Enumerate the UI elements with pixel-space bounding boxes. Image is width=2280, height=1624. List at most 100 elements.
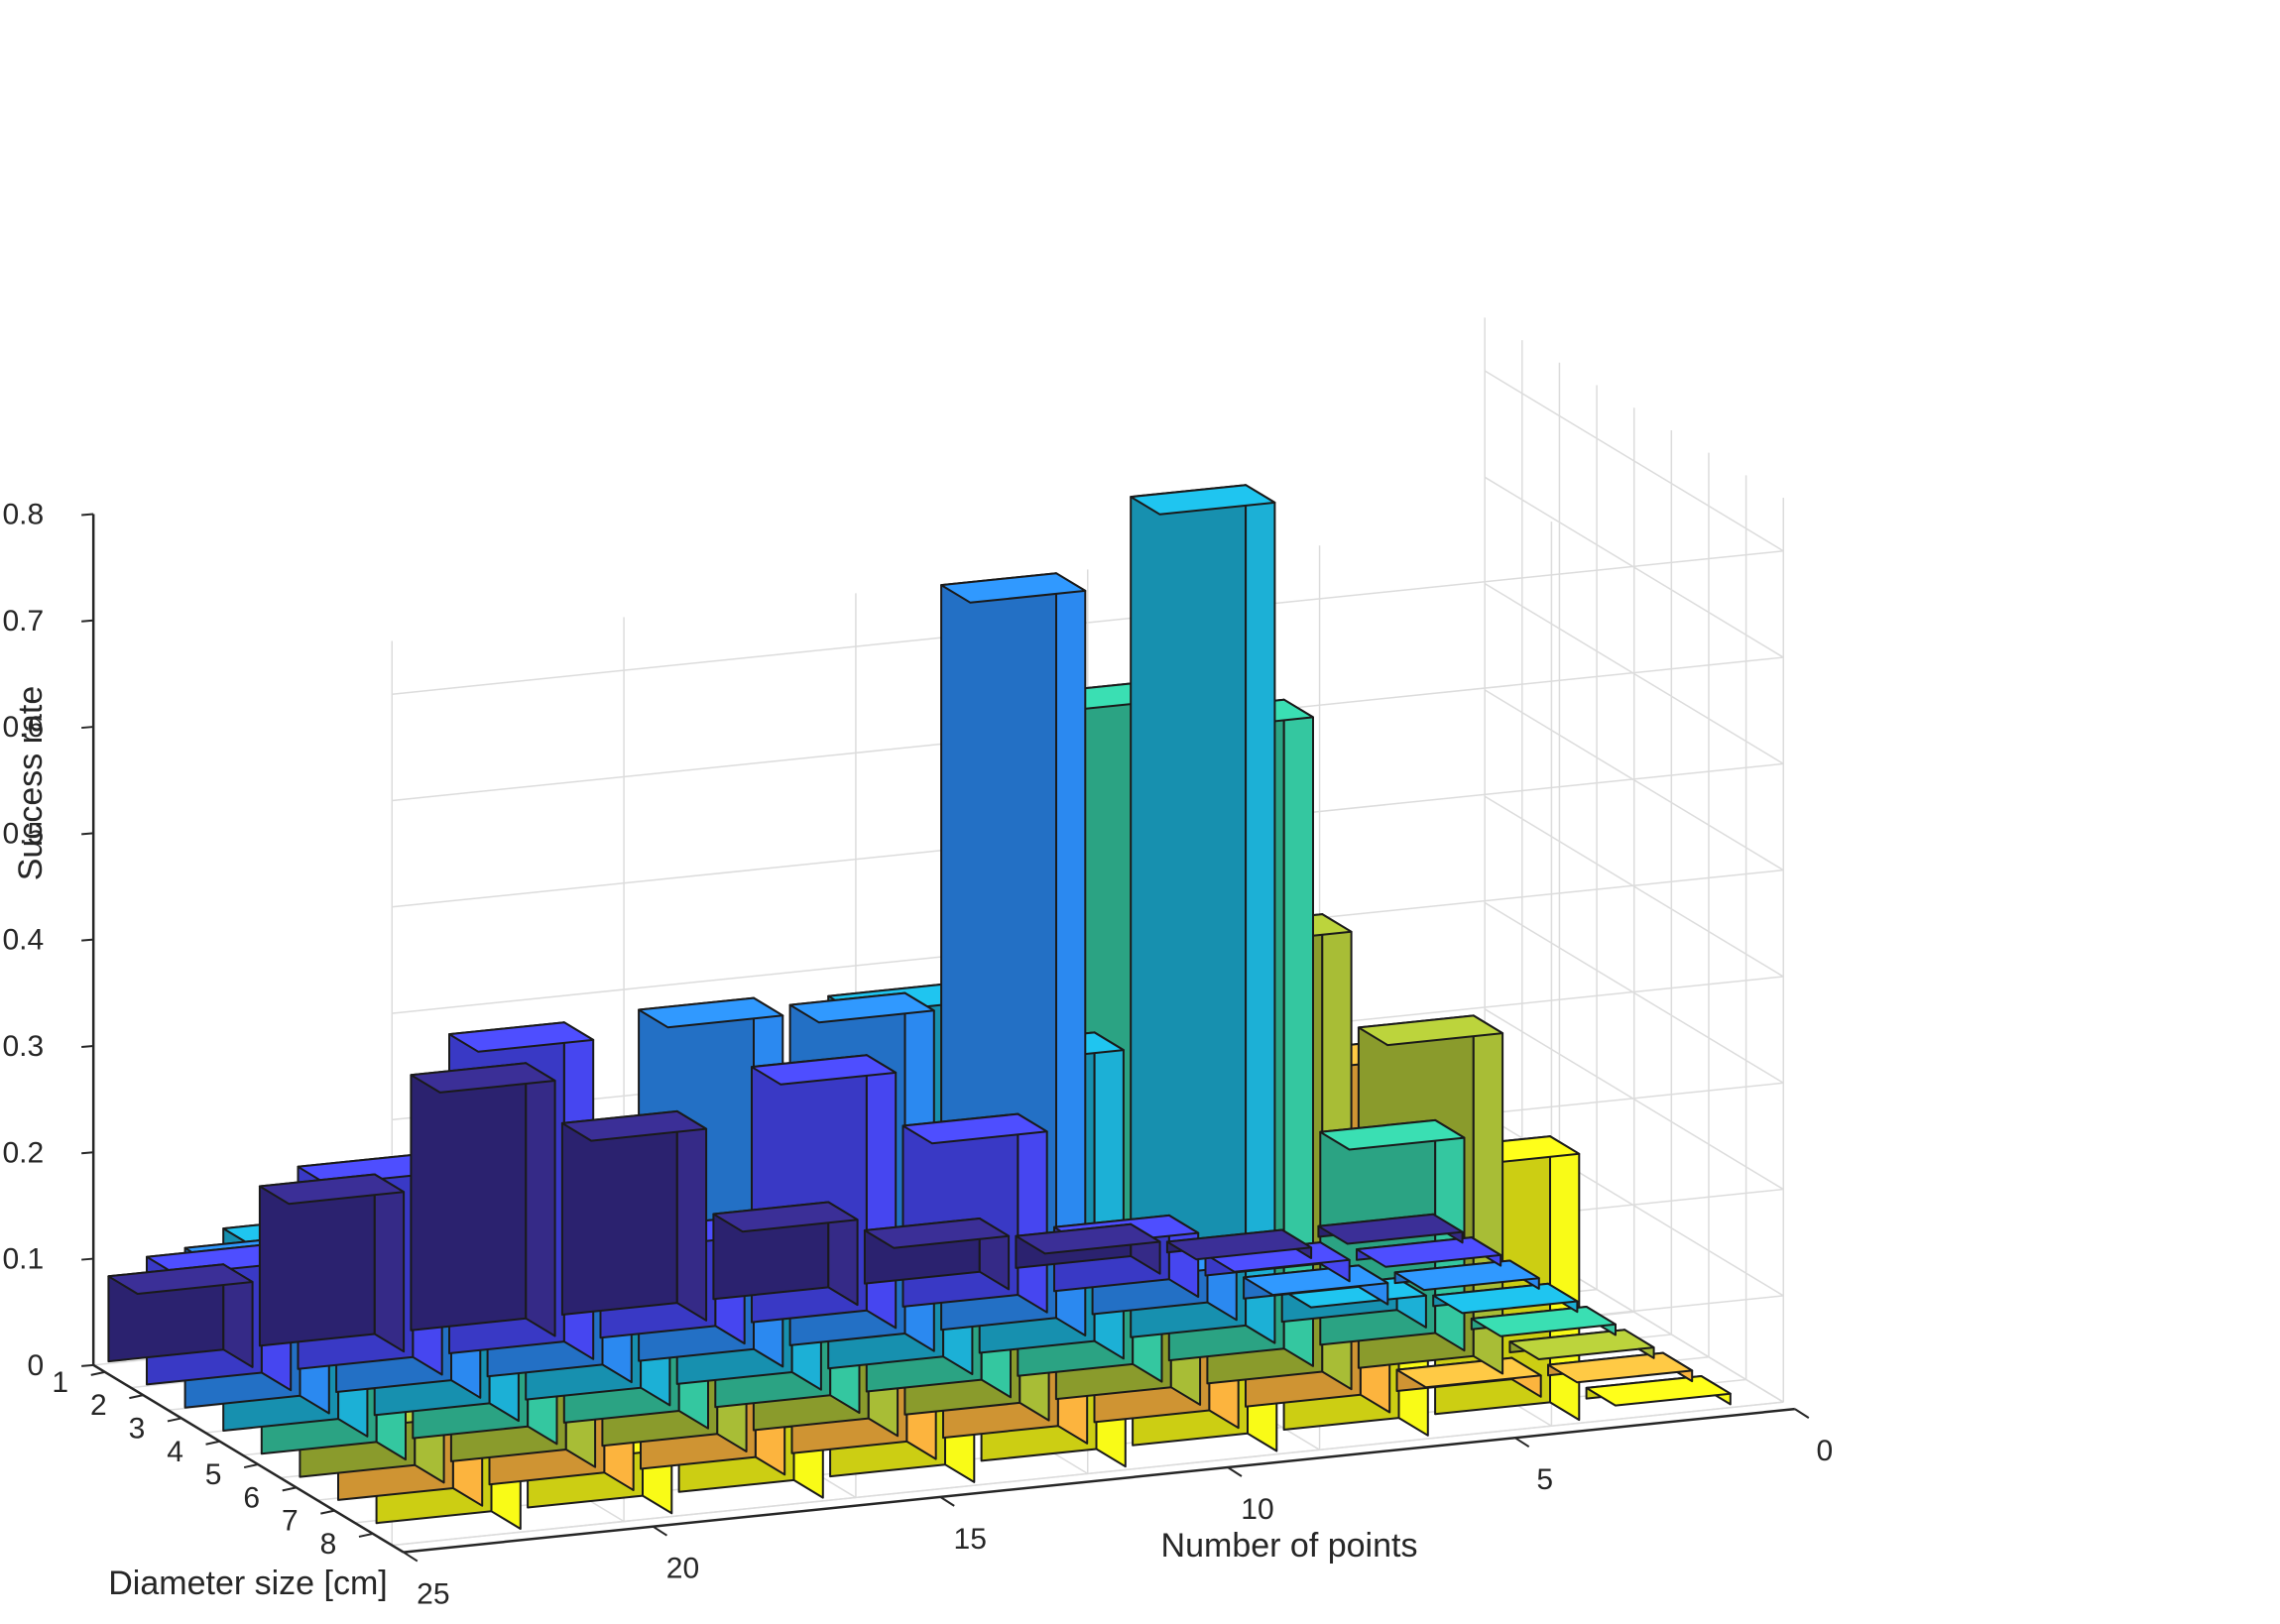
bar-top-face	[901, 1112, 1048, 1145]
bar-front-face	[560, 1109, 678, 1316]
z-tick-label: 0.7	[2, 605, 44, 638]
bar	[1470, 1306, 1617, 1337]
z-tick-mark	[81, 1151, 94, 1155]
z-tick-label: 0.5	[2, 817, 44, 850]
x-tick-mark	[1794, 1408, 1810, 1419]
bars-layer	[107, 484, 1732, 1530]
bar	[1508, 1329, 1655, 1360]
bar	[1015, 1222, 1161, 1275]
z-tick-label: 0.1	[2, 1243, 44, 1276]
bar	[107, 1263, 254, 1368]
bar-top-face	[1357, 1014, 1504, 1047]
bar-top-face	[1317, 1213, 1464, 1245]
bar-top-face	[751, 1054, 898, 1086]
z-tick-label: 0	[27, 1349, 44, 1382]
y-tick-mark	[243, 1463, 259, 1469]
x-tick-mark	[939, 1496, 955, 1507]
bar-side-face	[373, 1173, 406, 1353]
bar	[1395, 1356, 1542, 1398]
bar	[863, 1218, 1011, 1291]
bar	[560, 1109, 708, 1322]
bar-top-face	[863, 1218, 1011, 1249]
bar-top-face	[712, 1201, 859, 1233]
bar	[901, 1112, 1048, 1314]
bar	[1432, 1282, 1579, 1315]
y-tick-mark	[90, 1370, 105, 1376]
bar-top-face	[1319, 1118, 1466, 1151]
z-tick-mark	[81, 1257, 94, 1261]
bar-top-face	[788, 991, 935, 1024]
x-tick-label: 10	[1241, 1493, 1273, 1526]
bar-top-face	[1130, 484, 1276, 516]
bar-front-face	[410, 1062, 528, 1332]
bar-top-face	[1393, 1259, 1540, 1292]
bar-top-face	[448, 1021, 595, 1053]
z-tick-mark	[81, 832, 94, 836]
bar	[1165, 1228, 1313, 1261]
bar-top-face	[258, 1173, 406, 1206]
y-tick-label: 8	[320, 1528, 337, 1561]
y-axis-title: Diameter size [cm]	[108, 1565, 388, 1602]
bar-top-face	[940, 572, 1087, 604]
x-axis-title: Number of points	[1161, 1527, 1418, 1565]
z-tick-label: 0.2	[2, 1136, 44, 1169]
bar-top-face	[1015, 1222, 1161, 1255]
bar-top-face	[1165, 1228, 1313, 1261]
bar	[1317, 1213, 1464, 1245]
y-tick-label: 3	[129, 1412, 146, 1445]
z-tick-mark	[81, 1363, 94, 1367]
bar-side-face	[1245, 484, 1276, 1344]
y-tick-label: 2	[90, 1389, 107, 1422]
x-tick-label: 15	[954, 1523, 987, 1556]
z-tick-mark	[81, 938, 94, 942]
bar	[1393, 1259, 1540, 1292]
y-tick-mark	[320, 1509, 335, 1515]
bar-top-face	[410, 1062, 556, 1094]
bar-top-face	[1356, 1236, 1502, 1268]
bar	[1585, 1375, 1732, 1407]
y-tick-label: 4	[167, 1436, 183, 1468]
z-tick-label: 0.8	[2, 498, 44, 530]
z-axis-title: Success rate	[12, 686, 50, 881]
bar-side-face	[1017, 1112, 1048, 1314]
y-tick-label: 1	[52, 1366, 68, 1399]
z-tick-mark	[81, 1044, 94, 1048]
bar	[1243, 1264, 1389, 1306]
bar-top-face	[1432, 1282, 1579, 1315]
y-tick-mark	[282, 1486, 297, 1492]
y-tick-mark	[358, 1532, 374, 1538]
bar	[410, 1062, 556, 1337]
x-axis-line	[403, 1407, 1795, 1554]
z-tick-mark	[81, 619, 94, 623]
z-tick-label: 0.6	[2, 711, 44, 744]
bar	[712, 1201, 859, 1307]
x-tick-label: 20	[666, 1553, 699, 1585]
z-tick-mark	[81, 726, 94, 730]
x-tick-label: 5	[1536, 1463, 1553, 1496]
bar-top-face	[1547, 1351, 1694, 1384]
x-tick-mark	[1227, 1466, 1243, 1477]
bar-side-face	[525, 1062, 556, 1337]
bar-side-face	[1055, 572, 1087, 1336]
bar-top-face	[1243, 1264, 1389, 1297]
bar-front-face	[1130, 484, 1248, 1338]
y-tick-mark	[205, 1440, 220, 1446]
z-tick-label: 0.3	[2, 1030, 44, 1063]
y-tick-label: 6	[243, 1481, 260, 1514]
bar-top-face	[1395, 1356, 1542, 1389]
x-tick-label: 0	[1816, 1435, 1833, 1467]
y-tick-label: 5	[205, 1458, 222, 1491]
axes-layer	[81, 513, 1810, 1563]
y-tick-mark	[167, 1417, 182, 1423]
bar-top-face	[1508, 1329, 1655, 1360]
bar-top-face	[1585, 1375, 1732, 1407]
labels-layer: Success rate Number of points Diameter s…	[2, 498, 1833, 1610]
x-tick-mark	[1514, 1437, 1530, 1449]
bar-top-face	[107, 1263, 254, 1295]
bar-top-face	[638, 996, 784, 1029]
bar	[1547, 1351, 1694, 1384]
bar	[258, 1173, 406, 1353]
x-tick-mark	[652, 1525, 667, 1537]
bar-side-face	[865, 1054, 898, 1330]
